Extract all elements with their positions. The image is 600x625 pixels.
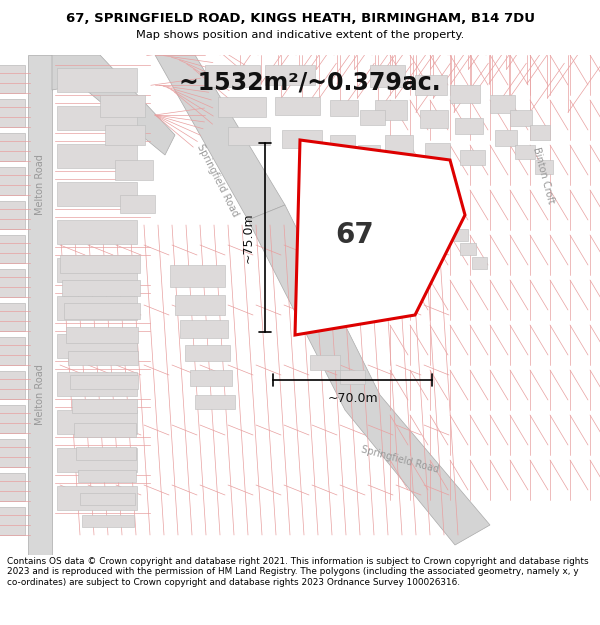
Bar (358, 145, 380, 159)
Text: 67, SPRINGFIELD ROAD, KINGS HEATH, BIRMINGHAM, B14 7DU: 67, SPRINGFIELD ROAD, KINGS HEATH, BIRMI… (65, 12, 535, 25)
Bar (310, 355, 340, 370)
Bar (57, 296, 137, 320)
Bar (490, 95, 515, 113)
Bar (330, 135, 355, 150)
Bar (66, 327, 138, 343)
Bar (0, 235, 25, 263)
Text: ~70.0m: ~70.0m (327, 392, 378, 405)
Bar (115, 160, 153, 180)
Bar (57, 410, 137, 434)
Bar (195, 395, 235, 409)
Bar (185, 345, 230, 361)
Bar (460, 150, 485, 165)
Bar (57, 486, 137, 510)
Polygon shape (295, 140, 465, 335)
Bar (265, 65, 315, 85)
Bar (535, 160, 553, 174)
Bar (0, 337, 25, 365)
Text: 67: 67 (335, 221, 374, 249)
Bar (120, 195, 155, 213)
Bar (360, 110, 385, 125)
Bar (340, 370, 365, 384)
Bar (175, 295, 225, 315)
Bar (82, 515, 134, 527)
Bar (57, 220, 137, 244)
Polygon shape (155, 55, 285, 220)
Bar (228, 127, 270, 145)
Bar (76, 447, 136, 460)
Bar (282, 130, 322, 148)
Text: Melton Road: Melton Road (35, 154, 45, 216)
Bar (57, 106, 137, 130)
Bar (57, 182, 137, 206)
Text: Springfield Road: Springfield Road (196, 142, 241, 218)
Bar (74, 423, 136, 437)
Bar (0, 201, 25, 229)
Bar (60, 255, 140, 273)
Bar (62, 280, 140, 296)
Bar (68, 351, 138, 365)
Bar (0, 133, 25, 161)
Bar (275, 97, 320, 115)
Bar (205, 65, 260, 87)
Text: Binton Croft: Binton Croft (530, 146, 556, 204)
Bar (57, 334, 137, 358)
Bar (57, 448, 137, 472)
Bar (70, 375, 138, 389)
Bar (190, 370, 232, 386)
Bar (395, 167, 420, 183)
Bar (64, 303, 140, 319)
Bar (0, 303, 25, 331)
Bar (0, 65, 25, 93)
Bar (72, 399, 137, 413)
Bar (385, 135, 413, 153)
Bar (100, 95, 145, 117)
Polygon shape (28, 55, 52, 555)
Bar (57, 372, 137, 396)
Bar (57, 144, 137, 168)
Bar (80, 493, 135, 505)
Bar (105, 125, 145, 145)
Bar (430, 175, 452, 190)
Bar (0, 439, 25, 467)
Bar (57, 68, 137, 92)
Bar (0, 99, 25, 127)
Bar (425, 143, 450, 159)
Bar (0, 167, 25, 195)
Bar (0, 269, 25, 297)
Bar (57, 258, 137, 282)
Bar (180, 320, 228, 338)
Bar (0, 371, 25, 399)
Bar (450, 229, 468, 241)
Polygon shape (248, 205, 490, 545)
Bar (420, 200, 440, 214)
Bar (330, 100, 358, 116)
Text: ~1532m²/~0.379ac.: ~1532m²/~0.379ac. (179, 70, 442, 94)
Bar (0, 507, 25, 535)
Polygon shape (52, 55, 175, 155)
Bar (455, 118, 483, 134)
Bar (415, 75, 447, 95)
Bar (510, 110, 532, 126)
Bar (495, 130, 517, 146)
Bar (515, 145, 535, 159)
Bar (0, 473, 25, 501)
Text: Melton Road: Melton Road (35, 364, 45, 426)
Bar (450, 85, 480, 103)
Bar (420, 110, 448, 128)
Text: Springfield Road: Springfield Road (360, 445, 440, 475)
Bar (375, 100, 407, 120)
Bar (170, 265, 225, 287)
Text: ~75.0m: ~75.0m (242, 212, 255, 262)
Bar (0, 405, 25, 433)
Bar (78, 470, 136, 482)
Bar (472, 257, 487, 269)
Bar (435, 215, 453, 228)
Bar (530, 125, 550, 140)
Bar (218, 97, 266, 117)
Bar (370, 65, 405, 87)
Bar (460, 243, 476, 255)
Text: Contains OS data © Crown copyright and database right 2021. This information is : Contains OS data © Crown copyright and d… (7, 557, 589, 587)
Text: Map shows position and indicative extent of the property.: Map shows position and indicative extent… (136, 29, 464, 39)
